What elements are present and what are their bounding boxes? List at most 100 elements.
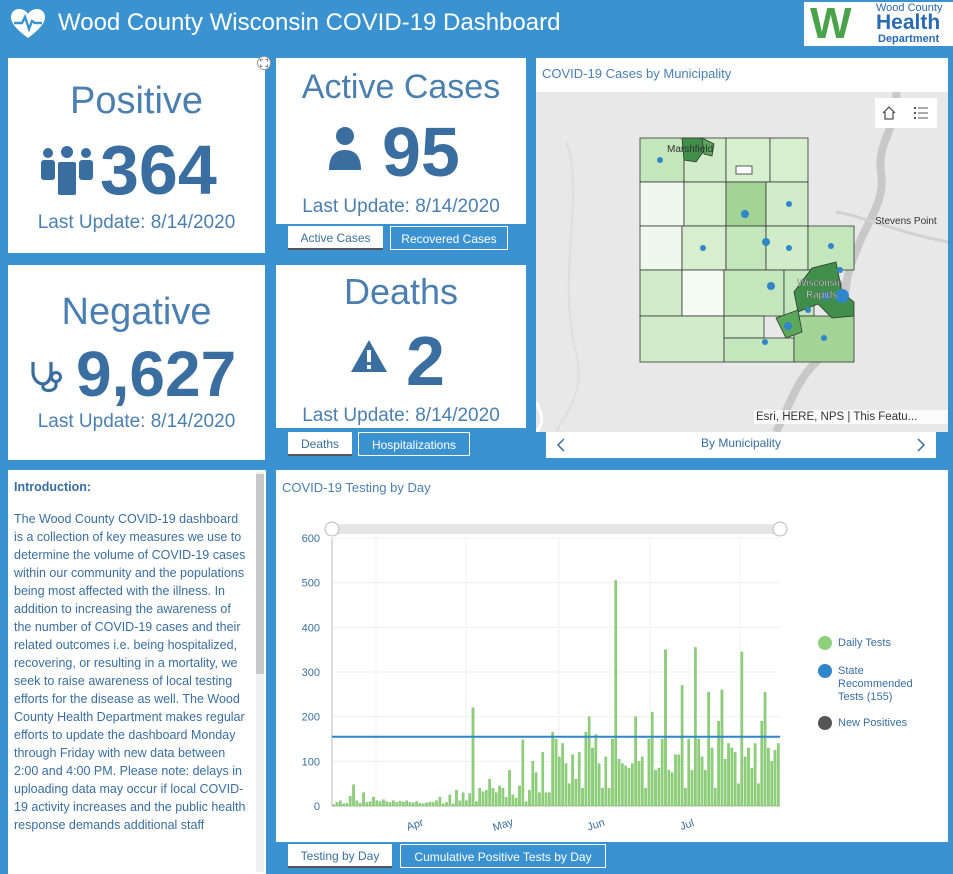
daily-test-bar [345,803,349,807]
daily-test-bar [674,754,677,807]
daily-test-bar [382,799,385,807]
tab-recovered-cases[interactable]: Recovered Cases [390,226,508,250]
daily-test-bar [348,796,352,807]
list-icon[interactable] [913,105,929,121]
daily-test-bar [750,767,754,807]
scrollbar[interactable] [256,472,264,872]
daily-test-bar [504,796,508,807]
daily-test-bar [514,797,518,807]
daily-test-bar [687,738,691,807]
daily-test-bar [720,689,724,807]
positive-panel: Positive 364 Last Update: 8/14/2020 [8,56,271,253]
daily-test-bar [694,647,697,807]
daily-test-bar [411,802,415,807]
positive-updated: Last Update: 8/14/2020 [37,212,236,233]
chart-tabs: Testing by Day Cumulative Positive Tests… [288,844,606,870]
daily-test-bar [388,802,392,807]
chevron-right-icon[interactable] [916,438,926,452]
legend-positive-swatch [818,716,832,730]
chevron-left-icon[interactable] [556,438,566,452]
daily-test-bar [438,796,442,807]
stethoscope-icon [31,362,62,393]
daily-test-bar [378,801,382,807]
negative-panel: Negative 9,627 Last Update: 8/14/2020 [8,265,265,460]
daily-test-bar [567,783,571,807]
daily-test-bar [594,734,598,807]
active-cases-updated: Last Update: 8/14/2020 [302,196,500,217]
daily-test-bar [587,716,591,807]
page-title: Wood County Wisconsin COVID-19 Dashboard [58,9,561,36]
daily-test-bar [405,800,408,807]
daily-test-bar [431,802,435,807]
daily-test-bar [614,580,618,807]
range-slider-handle-end[interactable] [772,521,788,537]
y-tick-label: 200 [302,712,320,724]
daily-test-bar [634,716,637,807]
testing-chart: 0 100 200 300 400 500 600 Apr May Jun Jul [302,521,788,834]
daily-test-bar [760,720,764,807]
daily-test-bar [631,763,634,807]
daily-test-bar [375,800,379,807]
daily-test-bar [385,801,389,807]
scrollbar-thumb[interactable] [256,474,264,674]
daily-test-bar [763,691,767,807]
positive-value: 364 [100,131,217,209]
daily-test-bar [640,756,644,807]
daily-test-bar [740,651,744,807]
daily-test-bar [707,691,710,807]
daily-test-bar [650,712,654,807]
daily-test-bar [475,801,478,807]
daily-test-bar [511,794,515,807]
daily-test-bar [451,803,455,807]
intro-body: The Wood County COVID-19 dashboard is a … [14,512,246,832]
daily-test-bar [717,720,720,807]
deaths-updated: Last Update: 8/14/2020 [302,405,500,426]
y-tick-label: 400 [302,622,320,634]
daily-test-bar [498,785,501,807]
expand-icon[interactable] [257,56,271,70]
tab-active-cases[interactable]: Active Cases [288,226,383,250]
daily-test-bar [713,787,717,807]
home-icon[interactable] [881,105,897,121]
map-controls [875,98,937,128]
daily-test-bar [757,783,760,807]
active-tabs: Active Cases Recovered Cases [288,226,508,252]
daily-test-bar [773,750,777,807]
map-label-rapids: Rapids [806,290,837,301]
deaths-value: 2 [406,322,445,400]
municipality-map[interactable]: Marshfield Stevens Point Wisconsin Rapid… [536,92,948,432]
daily-test-bar [538,792,541,807]
tab-testing-by-day[interactable]: Testing by Day [288,844,392,868]
y-tick-label: 0 [314,801,320,813]
daily-test-bar [441,803,445,807]
map-title: COVID-19 Cases by Municipality [542,66,732,81]
daily-test-bar [528,790,531,807]
daily-test-bar [747,747,750,807]
daily-test-bar [398,800,402,807]
header: Wood County Wisconsin COVID-19 Dashboard… [0,0,953,48]
deaths-tabs: Deaths Hospitalizations [288,432,470,458]
daily-test-bar [551,732,554,807]
legend-daily-swatch [818,636,832,650]
daily-test-bar [421,803,425,807]
y-tick-label: 300 [302,667,320,679]
daily-test-bar [777,743,780,807]
tab-cumulative-positive[interactable]: Cumulative Positive Tests by Day [400,844,606,868]
daily-test-bar [670,772,674,807]
map-pager: By Municipality [546,432,936,458]
daily-test-bar [362,792,365,807]
people-icon [41,144,93,196]
daily-test-bar [335,802,339,807]
daily-test-bar [677,754,681,807]
range-slider-handle-start[interactable] [324,521,340,537]
tab-deaths[interactable]: Deaths [288,432,352,456]
daily-test-bar [624,765,628,807]
daily-test-bar [611,738,614,807]
daily-test-bar [657,767,661,807]
daily-test-bar [647,738,651,807]
daily-test-bar [358,803,362,807]
daily-test-bar [471,707,475,807]
daily-test-bar [617,758,621,807]
map-label-marshfield: Marshfield [667,144,713,155]
tab-hospitalizations[interactable]: Hospitalizations [358,432,470,456]
